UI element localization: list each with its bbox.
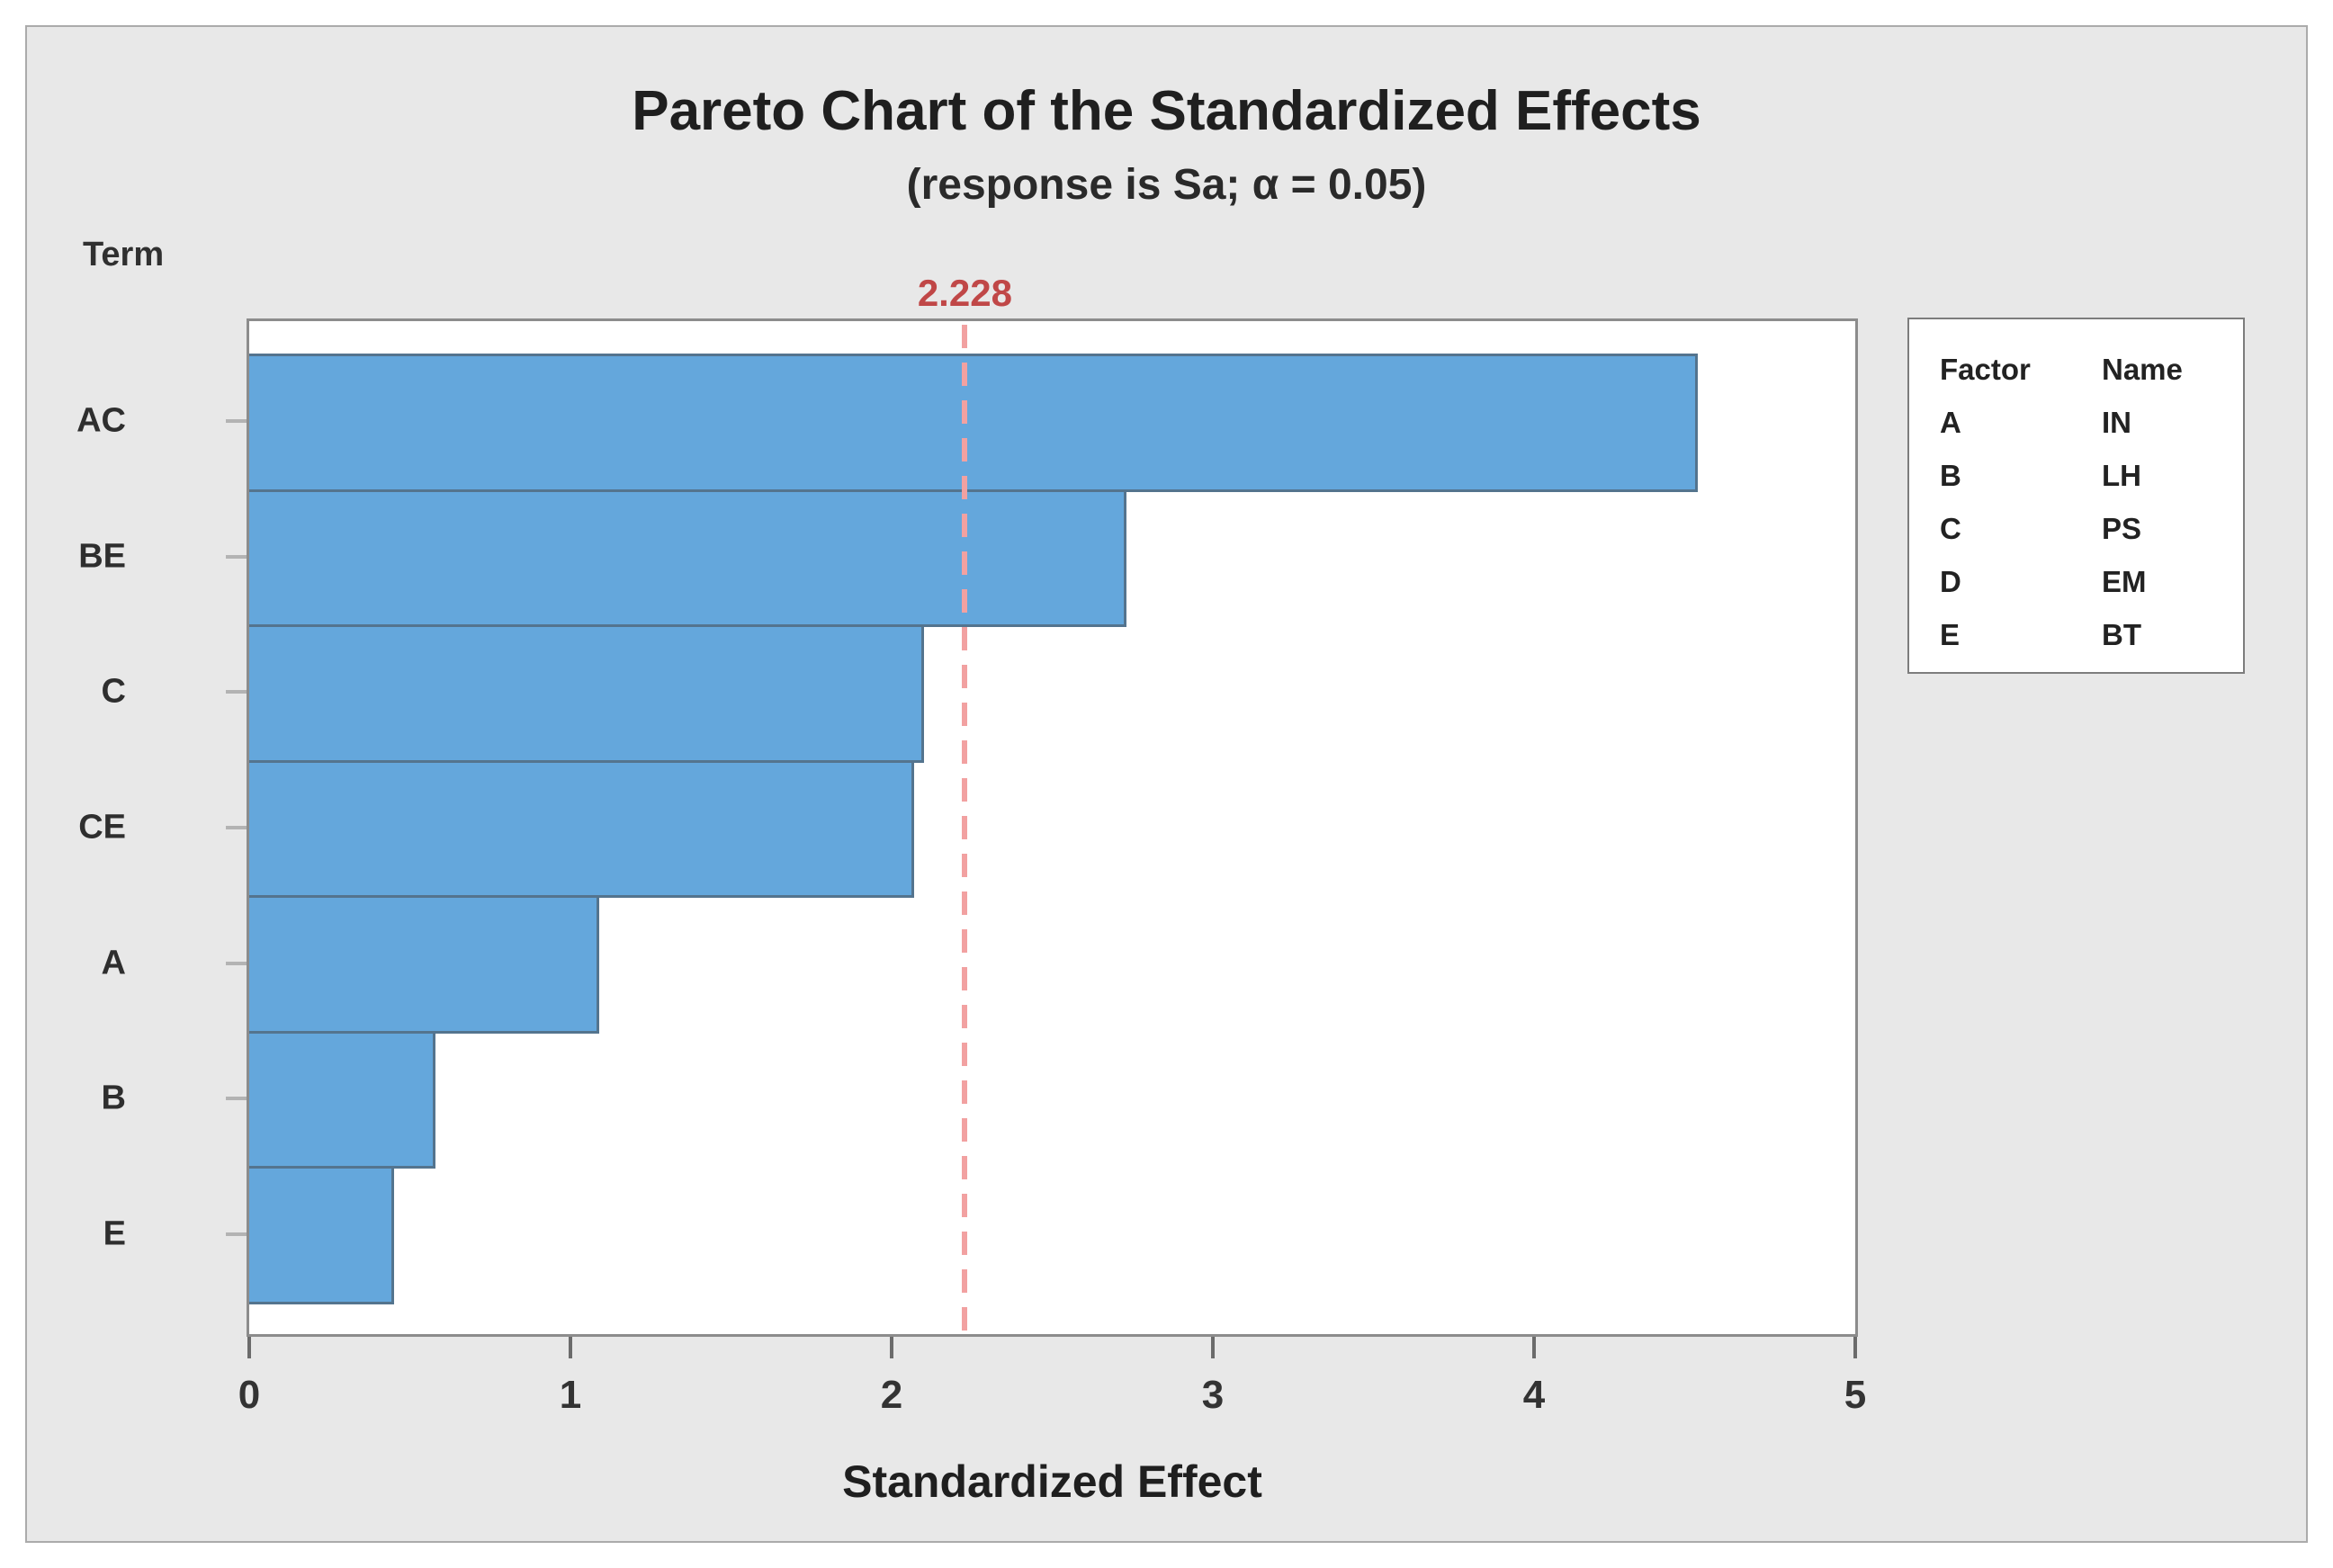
legend-factor: C xyxy=(1940,511,1961,545)
y-label-BE: BE xyxy=(78,537,126,576)
x-tick xyxy=(569,1337,572,1358)
bar-CE xyxy=(247,759,914,899)
chart-title: Pareto Chart of the Standardized Effects xyxy=(632,80,1701,142)
legend-factor: E xyxy=(1940,617,1961,651)
y-label-AC: AC xyxy=(76,401,126,440)
legend-name: LH xyxy=(2102,458,2141,492)
legend-box: Factor Name A IN B LH C PS D EM E BT xyxy=(1907,318,2245,674)
y-tick xyxy=(226,826,247,829)
plot-area xyxy=(247,321,1855,1334)
legend-header-factor: Factor xyxy=(1940,352,2031,386)
legend-factor: D xyxy=(1940,564,1961,598)
legend-name: EM xyxy=(2102,564,2147,598)
legend-header-name: Name xyxy=(2102,352,2183,386)
legend-factor: A xyxy=(1940,405,1961,439)
x-axis-title: Standardized Effect xyxy=(842,1456,1262,1507)
reference-line-label: 2.228 xyxy=(917,272,1012,314)
x-tick xyxy=(1211,1337,1215,1358)
x-tick-label-4: 4 xyxy=(1522,1373,1546,1417)
x-tick xyxy=(1853,1337,1857,1358)
bar-AC xyxy=(247,354,1699,492)
y-tick xyxy=(226,1097,247,1101)
y-tick xyxy=(226,690,247,694)
legend-name: BT xyxy=(2102,617,2141,651)
chart-subtitle: (response is Sa; α = 0.05) xyxy=(906,161,1427,209)
legend-header: Factor Name xyxy=(1940,343,2243,396)
y-axis-labels: AC BE C CE A B E xyxy=(54,321,126,1334)
legend-name: IN xyxy=(2102,405,2131,439)
x-tick xyxy=(1532,1337,1536,1358)
legend-row-B: B LH xyxy=(1940,449,2243,502)
y-label-B: B xyxy=(101,1079,126,1117)
y-tick xyxy=(226,961,247,965)
bar-BE xyxy=(247,488,1126,628)
bar-B xyxy=(247,1030,436,1169)
chart-background: Pareto Chart of the Standardized Effects… xyxy=(25,25,2308,1543)
y-label-C: C xyxy=(101,672,126,711)
x-tick-label-1: 1 xyxy=(559,1373,582,1417)
y-tick xyxy=(226,1232,247,1236)
x-tick xyxy=(890,1337,893,1358)
x-tick-label-5: 5 xyxy=(1844,1373,1867,1417)
bar-E xyxy=(247,1166,394,1304)
x-tick-label-2: 2 xyxy=(880,1373,903,1417)
legend-row-A: A IN xyxy=(1940,396,2243,449)
y-axis-title: Term xyxy=(83,236,165,273)
legend-row-D: D EM xyxy=(1940,555,2243,608)
y-label-A: A xyxy=(101,944,126,982)
x-tick-label-0: 0 xyxy=(238,1373,261,1417)
reference-line xyxy=(962,325,968,1331)
legend-row-C: C PS xyxy=(1940,502,2243,555)
y-label-CE: CE xyxy=(78,808,126,847)
legend-row-E: E BT xyxy=(1940,608,2243,661)
bar-C xyxy=(247,624,924,763)
legend-factor: B xyxy=(1940,458,1961,492)
y-tick xyxy=(226,419,247,424)
x-tick-label-3: 3 xyxy=(1201,1373,1225,1417)
x-tick xyxy=(247,1337,251,1358)
y-label-E: E xyxy=(103,1214,126,1253)
legend-name: PS xyxy=(2102,511,2142,545)
y-tick xyxy=(226,554,247,559)
bar-A xyxy=(247,895,600,1034)
